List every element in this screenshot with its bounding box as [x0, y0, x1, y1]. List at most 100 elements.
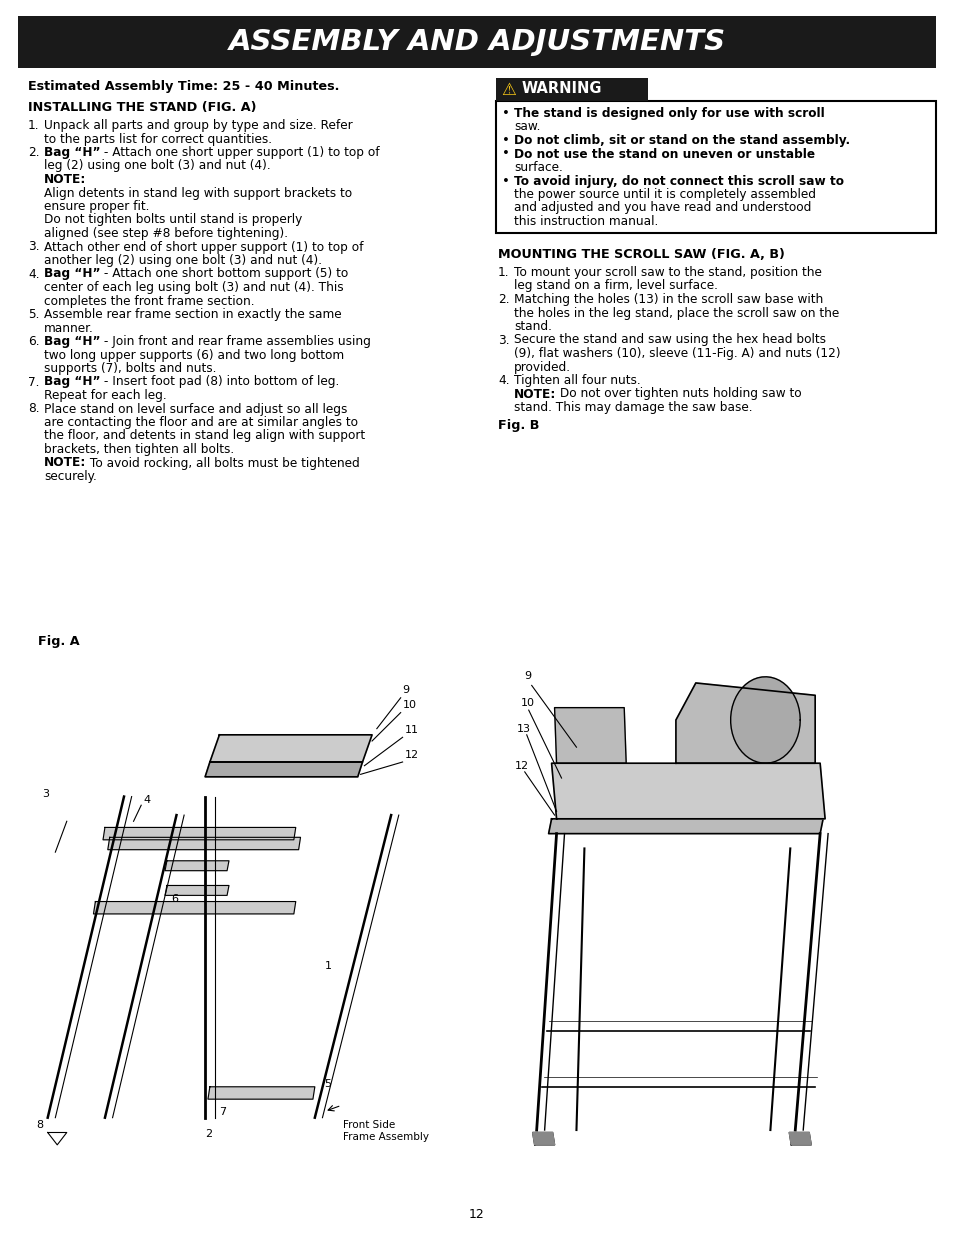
Text: MOUNTING THE SCROLL SAW (FIG. A, B): MOUNTING THE SCROLL SAW (FIG. A, B): [497, 248, 784, 262]
Text: Fig. B: Fig. B: [497, 419, 538, 431]
Polygon shape: [532, 1132, 554, 1145]
Text: Fig. A: Fig. A: [38, 635, 79, 648]
Text: 8.: 8.: [28, 403, 39, 415]
Text: Assemble rear frame section in exactly the same: Assemble rear frame section in exactly t…: [44, 308, 341, 321]
Text: Estimated Assembly Time: 25 - 40 Minutes.: Estimated Assembly Time: 25 - 40 Minutes…: [28, 80, 339, 93]
Text: NOTE:: NOTE:: [44, 457, 87, 469]
Text: Tighten all four nuts.: Tighten all four nuts.: [514, 374, 640, 387]
Text: To mount your scroll saw to the stand, position the: To mount your scroll saw to the stand, p…: [514, 266, 821, 279]
Text: this instruction manual.: this instruction manual.: [514, 215, 658, 228]
Text: the power source until it is completely assembled: the power source until it is completely …: [514, 188, 815, 201]
Text: surface.: surface.: [514, 161, 562, 174]
Text: 1.: 1.: [28, 119, 39, 132]
Text: 4.: 4.: [28, 268, 39, 280]
Text: 11: 11: [404, 725, 418, 735]
Text: Bag “H”: Bag “H”: [44, 335, 100, 348]
Polygon shape: [205, 762, 362, 777]
Text: provided.: provided.: [514, 361, 571, 373]
Text: 2: 2: [205, 1130, 212, 1140]
Polygon shape: [676, 683, 814, 763]
Text: 12: 12: [404, 750, 418, 760]
Text: 10: 10: [520, 699, 535, 709]
Text: Front Side
Frame Assembly: Front Side Frame Assembly: [343, 1120, 429, 1141]
Text: brackets, then tighten all bolts.: brackets, then tighten all bolts.: [44, 443, 233, 456]
Text: leg (2) using one bolt (3) and nut (4).: leg (2) using one bolt (3) and nut (4).: [44, 159, 271, 173]
Text: Bag “H”: Bag “H”: [44, 268, 100, 280]
Text: center of each leg using bolt (3) and nut (4). This: center of each leg using bolt (3) and nu…: [44, 282, 343, 294]
Text: supports (7), bolts and nuts.: supports (7), bolts and nuts.: [44, 362, 216, 375]
Text: 9: 9: [402, 685, 409, 695]
Text: securely.: securely.: [44, 471, 96, 483]
Text: 6: 6: [172, 894, 178, 904]
Text: 7: 7: [219, 1108, 226, 1118]
Text: ensure proper fit.: ensure proper fit.: [44, 200, 150, 212]
Text: •: •: [501, 107, 509, 120]
Text: the floor, and detents in stand leg align with support: the floor, and detents in stand leg alig…: [44, 430, 365, 442]
Text: 3.: 3.: [28, 241, 39, 253]
Text: (9), flat washers (10), sleeve (11-Fig. A) and nuts (12): (9), flat washers (10), sleeve (11-Fig. …: [514, 347, 840, 359]
Text: 4: 4: [143, 795, 150, 805]
Text: 1.: 1.: [497, 266, 509, 279]
Text: - Join front and rear frame assemblies using: - Join front and rear frame assemblies u…: [100, 335, 371, 348]
Text: Bag “H”: Bag “H”: [44, 146, 100, 159]
Polygon shape: [165, 861, 229, 871]
Text: leg stand on a firm, level surface.: leg stand on a firm, level surface.: [514, 279, 717, 293]
Text: •: •: [501, 147, 509, 161]
Text: - Attach one short upper support (1) to top of: - Attach one short upper support (1) to …: [100, 146, 379, 159]
Text: manner.: manner.: [44, 321, 93, 335]
Text: WARNING: WARNING: [521, 82, 602, 96]
Text: To avoid injury, do not connect this scroll saw to: To avoid injury, do not connect this scr…: [514, 174, 843, 188]
Text: Attach other end of short upper support (1) to top of: Attach other end of short upper support …: [44, 241, 363, 253]
Text: 2.: 2.: [28, 146, 39, 159]
Text: The stand is designed only for use with scroll: The stand is designed only for use with …: [514, 107, 824, 120]
Text: stand.: stand.: [514, 320, 551, 333]
Text: 12: 12: [515, 762, 528, 772]
Text: INSTALLING THE STAND (FIG. A): INSTALLING THE STAND (FIG. A): [28, 101, 256, 115]
Polygon shape: [210, 735, 372, 762]
Polygon shape: [788, 1132, 810, 1145]
Text: 13: 13: [517, 725, 530, 735]
Text: Align detents in stand leg with support brackets to: Align detents in stand leg with support …: [44, 186, 352, 200]
Text: ⚠: ⚠: [500, 82, 516, 99]
Text: NOTE:: NOTE:: [514, 388, 556, 400]
Text: 7.: 7.: [28, 375, 39, 389]
Text: 9: 9: [524, 672, 532, 682]
Polygon shape: [103, 827, 295, 840]
Polygon shape: [108, 837, 300, 850]
Text: 3.: 3.: [497, 333, 509, 347]
Text: Do not climb, sit or stand on the stand assembly.: Do not climb, sit or stand on the stand …: [514, 135, 849, 147]
Bar: [496, 78, 647, 101]
Text: are contacting the floor and are at similar angles to: are contacting the floor and are at simi…: [44, 416, 357, 429]
Polygon shape: [93, 902, 295, 914]
Text: saw.: saw.: [514, 121, 539, 133]
Text: To avoid rocking, all bolts must be tightened: To avoid rocking, all bolts must be tigh…: [87, 457, 359, 469]
Text: - Attach one short bottom support (5) to: - Attach one short bottom support (5) to: [100, 268, 349, 280]
Polygon shape: [165, 885, 229, 895]
Text: 12: 12: [469, 1209, 484, 1221]
Text: ASSEMBLY AND ADJUSTMENTS: ASSEMBLY AND ADJUSTMENTS: [228, 28, 725, 56]
Text: stand. This may damage the saw base.: stand. This may damage the saw base.: [514, 401, 752, 414]
Text: completes the front frame section.: completes the front frame section.: [44, 294, 254, 308]
Polygon shape: [548, 819, 822, 834]
Text: NOTE:: NOTE:: [44, 173, 87, 186]
Text: 5.: 5.: [28, 308, 39, 321]
Text: - Insert foot pad (8) into bottom of leg.: - Insert foot pad (8) into bottom of leg…: [100, 375, 339, 389]
Text: 2.: 2.: [497, 293, 509, 306]
Circle shape: [730, 677, 800, 763]
Text: 3: 3: [42, 789, 50, 799]
Text: Do not tighten bolts until stand is properly: Do not tighten bolts until stand is prop…: [44, 214, 302, 226]
Bar: [18, 16, 935, 68]
Text: Matching the holes (13) in the scroll saw base with: Matching the holes (13) in the scroll sa…: [514, 293, 822, 306]
Text: the holes in the leg stand, place the scroll saw on the: the holes in the leg stand, place the sc…: [514, 306, 839, 320]
Polygon shape: [208, 1087, 314, 1099]
Text: and adjusted and you have read and understood: and adjusted and you have read and under…: [514, 201, 810, 215]
Text: Repeat for each leg.: Repeat for each leg.: [44, 389, 167, 403]
Text: 5: 5: [324, 1079, 331, 1089]
Text: aligned (see step #8 before tightening).: aligned (see step #8 before tightening).: [44, 227, 288, 240]
Text: another leg (2) using one bolt (3) and nut (4).: another leg (2) using one bolt (3) and n…: [44, 254, 322, 267]
Text: Bag “H”: Bag “H”: [44, 375, 100, 389]
Text: two long upper supports (6) and two long bottom: two long upper supports (6) and two long…: [44, 348, 344, 362]
Text: Do not over tighten nuts holding saw to: Do not over tighten nuts holding saw to: [556, 388, 801, 400]
Text: Place stand on level surface and adjust so all legs: Place stand on level surface and adjust …: [44, 403, 347, 415]
Text: Unpack all parts and group by type and size. Refer: Unpack all parts and group by type and s…: [44, 119, 353, 132]
